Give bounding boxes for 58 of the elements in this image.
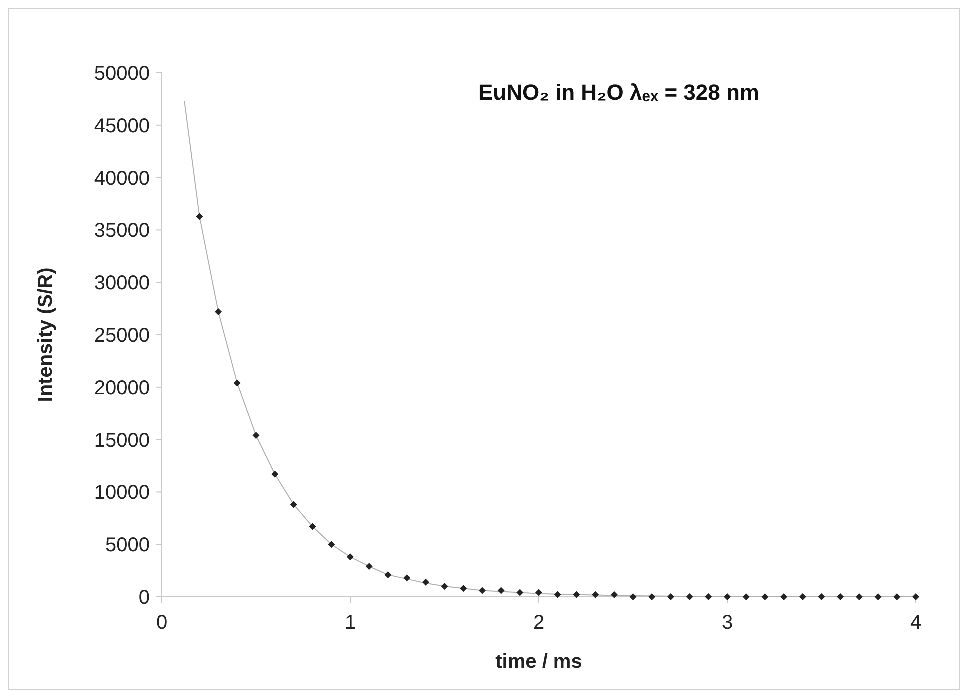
point: [422, 578, 430, 586]
point: [762, 594, 769, 600]
x-tick-label: 4: [910, 612, 922, 634]
point: [347, 554, 354, 561]
x-tick-label: 3: [722, 612, 734, 634]
y-tick-label: 30000: [94, 272, 150, 295]
point: [856, 594, 863, 600]
point: [384, 571, 392, 578]
y-tick-label: 5000: [106, 534, 150, 557]
point: [686, 594, 694, 600]
point: [290, 501, 298, 508]
y-axis-title: Intensity (S/R): [35, 268, 57, 402]
point: [780, 594, 788, 600]
y-tick-label: 40000: [94, 168, 150, 190]
x-axis-title: time / ms: [496, 651, 582, 673]
point: [894, 594, 901, 600]
y-tick-label: 0: [138, 587, 150, 609]
y-tick-label: 15000: [94, 430, 150, 452]
point: [272, 470, 279, 478]
point: [252, 432, 260, 440]
y-tick-label: 50000: [94, 63, 150, 85]
point: [912, 594, 920, 600]
point: [874, 594, 882, 600]
point: [536, 589, 542, 596]
point: [724, 594, 731, 600]
point: [818, 594, 826, 600]
y-tick-label: 35000: [94, 220, 150, 242]
y-tick-label: 25000: [94, 325, 150, 347]
y-tick-label: 10000: [94, 482, 150, 504]
point: [441, 583, 448, 590]
point: [837, 594, 844, 600]
point: [404, 574, 411, 582]
point: [630, 594, 637, 600]
point: [215, 308, 222, 316]
point: [234, 380, 241, 387]
point: [554, 591, 562, 598]
y-tick-label: 20000: [94, 377, 150, 400]
point: [592, 591, 600, 598]
x-tick-label: 0: [156, 612, 168, 634]
point: [573, 591, 580, 598]
point: [667, 594, 674, 600]
y-tick-label: 45000: [94, 115, 150, 138]
x-tick-label: 2: [533, 612, 545, 634]
point: [742, 594, 750, 600]
point: [516, 589, 524, 596]
point: [366, 563, 373, 570]
point: [705, 594, 712, 600]
point: [460, 585, 468, 592]
point: [610, 591, 618, 598]
chart-title: EuNO₂ in H₂O λₑₓ = 328 nm: [478, 80, 760, 105]
point: [328, 541, 336, 548]
point: [498, 587, 505, 594]
point: [799, 594, 806, 600]
point: [309, 523, 316, 530]
point: [648, 594, 656, 600]
point: [478, 587, 486, 594]
point: [196, 213, 204, 220]
x-tick-label: 1: [344, 612, 356, 634]
